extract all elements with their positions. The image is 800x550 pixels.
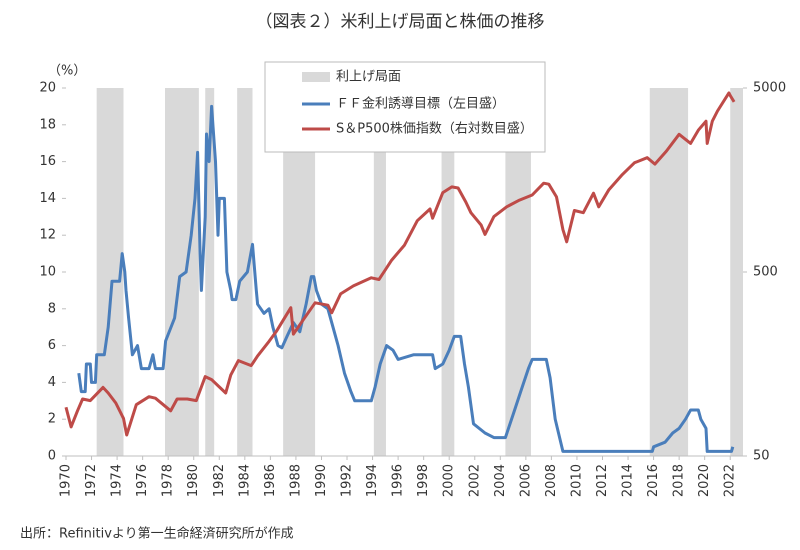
shaded-period [205,88,215,456]
x-tick-label: 2012 [595,464,610,497]
x-tick-label: 1984 [237,464,252,497]
y-tick-label: 0 [48,449,56,464]
x-tick-label: 2000 [442,464,457,497]
series-line [64,91,736,437]
x-tick-label: 1996 [391,464,406,497]
y-tick-label: 18 [39,117,56,132]
x-tick-label: 1980 [186,464,201,497]
y-tick-label: 6 [48,338,56,353]
y2-tick-label: 500 [753,265,778,280]
x-tick-label: 2006 [518,464,533,497]
x-tick-label: 1988 [288,464,303,497]
shaded-period [649,88,689,456]
shaded-period [373,88,386,456]
shaded-period [164,88,199,456]
legend-label: ＦＦ金利誘導目標（左目盛） [336,96,505,112]
chart-title: （図表２）米利上げ局面と株価の推移 [256,12,545,32]
shaded-period [441,88,455,456]
x-tick-label: 1972 [84,464,99,497]
x-tick-label: 1998 [416,464,431,497]
x-tick-label: 1982 [212,464,227,497]
legend: 利上げ局面 ＦＦ金利誘導目標（左目盛） S＆P500株価指数（右対数目盛） [264,61,546,153]
x-tick-label: 1970 [59,464,74,497]
shaded-period [237,88,253,456]
series-line [77,104,735,453]
y-tick-label: 8 [48,301,56,316]
x-tick-label: 2014 [621,464,636,497]
x-tick-label: 1994 [365,464,380,497]
legend-swatch [302,72,330,82]
shaded-period [730,88,743,456]
y2-tick-label: 5000 [753,81,786,96]
x-tick-label: 2008 [544,464,559,497]
source: 出所：Refinitivより第一生命経済研究所が作成 [20,526,294,542]
y-tick-label: 14 [39,191,56,206]
legend-label: 利上げ局面 [336,70,401,85]
x-tick-label: 1978 [161,464,176,497]
x-tick-label: 1974 [110,464,125,497]
y-tick-label: 12 [39,228,56,243]
x-tick-label: 1986 [263,464,278,497]
x-tick-label: 1992 [340,464,355,497]
x-tick-label: 2022 [723,464,738,497]
y-tick-label: 4 [48,375,56,390]
x-tick-label: 1990 [314,464,329,497]
legend-label: S＆P500株価指数（右対数目盛） [336,122,533,137]
x-tick-label: 2020 [697,464,712,497]
y2-tick-label: 50 [753,449,770,464]
x-tick-label: 2018 [672,464,687,497]
y-tick-label: 16 [39,154,56,169]
x-tick-label: 2004 [493,464,508,497]
x-tick-label: 1976 [135,464,150,497]
y-unit: （%） [48,64,86,79]
y-tick-label: 2 [48,412,56,427]
x-tick-label: 2010 [569,464,584,497]
y-tick-label: 10 [39,265,56,280]
x-tick-label: 2016 [646,464,661,497]
y-tick-label: 20 [39,81,56,96]
x-tick-label: 2002 [467,464,482,497]
